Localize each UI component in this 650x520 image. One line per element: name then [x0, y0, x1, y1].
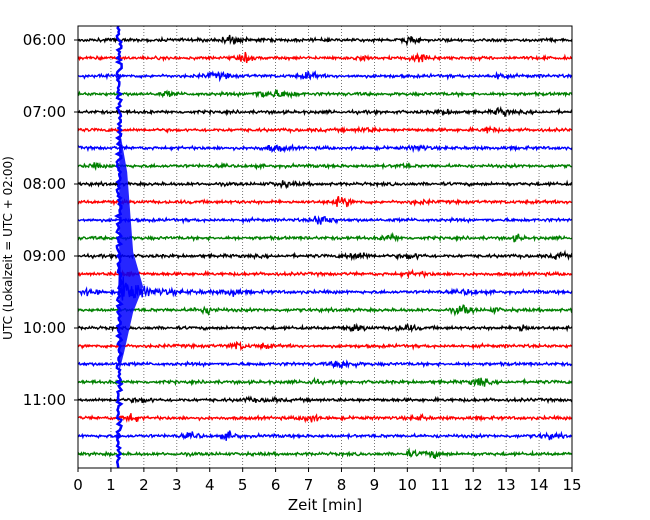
y-tick-label: 07:00	[23, 103, 66, 121]
trace-line	[77, 215, 573, 225]
x-tick-label: 12	[464, 476, 483, 494]
x-tick-label: 15	[562, 476, 581, 494]
y-tick-label: 11:00	[23, 391, 66, 409]
y-tick-label: 06:00	[23, 31, 66, 49]
trace-line	[77, 322, 573, 333]
trace-line	[77, 34, 573, 47]
plot-frame	[77, 25, 573, 469]
trace-line	[77, 88, 573, 100]
trace-line	[78, 105, 573, 118]
x-tick-label: 7	[304, 476, 314, 494]
trace-line	[77, 161, 573, 172]
trace-line	[77, 249, 573, 262]
trace-line	[77, 143, 573, 154]
x-tick-label: 10	[398, 476, 417, 494]
trace-line	[77, 430, 573, 441]
x-axis-ticks: 0 1 2 3 4 5 6 7 8 9 10 11 12 13 14 15	[73, 468, 582, 494]
y-axis-ticks: 06:00 07:00 08:00 09:00 10:00 11:00	[23, 31, 78, 409]
trace-line	[77, 69, 573, 83]
trace-line	[77, 125, 573, 135]
trace-line	[77, 195, 572, 208]
trace-line	[77, 447, 573, 460]
trace-line	[77, 359, 573, 370]
x-tick-label: 9	[370, 476, 380, 494]
x-tick-label: 3	[172, 476, 182, 494]
x-tick-label: 2	[139, 476, 149, 494]
x-tick-label: 13	[497, 476, 516, 494]
trace-line	[77, 412, 573, 424]
trace-line	[77, 395, 573, 405]
x-tick-label: 1	[106, 476, 116, 494]
event-arrival-line	[114, 25, 124, 469]
trace-line	[77, 268, 573, 280]
event-burst	[119, 127, 144, 372]
trace-line	[77, 231, 573, 243]
x-tick-label: 8	[337, 476, 347, 494]
y-tick-label: 08:00	[23, 175, 66, 193]
x-tick-label: 4	[205, 476, 215, 494]
trace-line	[77, 376, 573, 388]
x-axis-label: Zeit [min]	[288, 496, 362, 514]
x-tick-label: 14	[530, 476, 549, 494]
y-tick-label: 10:00	[23, 319, 66, 337]
y-tick-label: 09:00	[23, 247, 66, 265]
trace-line	[77, 51, 573, 64]
trace-line	[77, 179, 573, 190]
trace-line	[77, 340, 573, 352]
y-axis-label: UTC (Lokalzeit = UTC + 02:00)	[1, 156, 15, 340]
x-tick-label: 6	[271, 476, 281, 494]
traces	[77, 25, 573, 469]
x-tick-label: 5	[238, 476, 248, 494]
x-tick-label: 0	[73, 476, 83, 494]
x-tick-label: 11	[431, 476, 450, 494]
trace-line	[77, 304, 573, 317]
trace-line	[77, 264, 573, 301]
